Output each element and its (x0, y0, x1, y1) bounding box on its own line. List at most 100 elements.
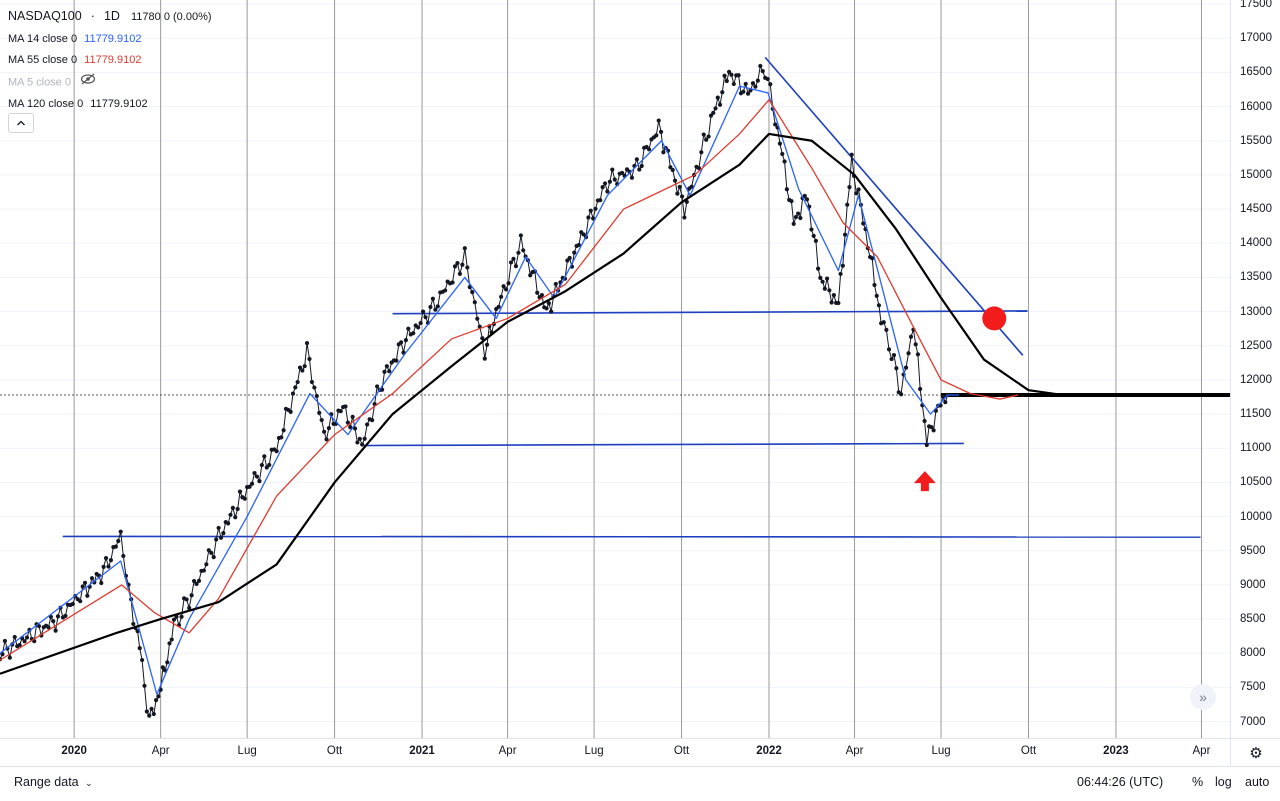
price-point (216, 525, 221, 531)
price-axis[interactable] (1230, 0, 1280, 738)
price-point (352, 426, 358, 431)
price-point (913, 342, 918, 347)
price-point (824, 276, 830, 281)
range-data-dropdown[interactable]: Range data ⌄ (14, 775, 93, 789)
price-point (831, 292, 836, 298)
price-point (370, 418, 375, 423)
time-tick-label: Apr (498, 745, 517, 757)
price-point (773, 122, 778, 127)
time-tick-label: Lug (237, 745, 257, 757)
legend-indicator-ma14[interactable]: MA 14 close 0 11779.9102 (8, 29, 212, 51)
price-point (382, 369, 387, 374)
legend-indicator-ma5[interactable]: MA 5 close 0 (8, 72, 212, 94)
price-point (46, 625, 51, 630)
price-point (539, 293, 544, 298)
price-point (639, 163, 644, 169)
price-point (338, 409, 343, 414)
indicator-value: 11779.9102 (90, 97, 148, 110)
price-point (679, 194, 685, 199)
price-point (350, 414, 355, 419)
price-point (854, 191, 859, 196)
chart-settings-button[interactable]: ⚙ (1230, 738, 1280, 767)
price-point (221, 531, 226, 536)
price-point (290, 391, 296, 396)
price-chart[interactable] (0, 0, 1230, 738)
price-point (233, 515, 238, 520)
price-point (295, 379, 300, 385)
legend-symbol[interactable]: NASDAQ100 (8, 9, 82, 23)
price-tick-label: 17500 (1240, 0, 1272, 11)
price-point (506, 281, 511, 286)
price-point (670, 167, 675, 173)
price-point (204, 562, 209, 567)
indicator-value: 11779.9102 (84, 54, 142, 66)
price-point (729, 72, 734, 77)
time-tick-label: 2020 (61, 745, 87, 757)
price-tick-label: 15000 (1240, 168, 1272, 181)
price-point (741, 89, 746, 94)
indicator-value: 11779.9102 (84, 32, 142, 45)
price-point (726, 69, 732, 74)
price-point (899, 392, 904, 397)
price-point (654, 133, 659, 138)
log-scale-toggle[interactable]: log (1215, 775, 1232, 789)
price-point (326, 426, 331, 431)
price-point (267, 462, 272, 468)
price-point (598, 198, 603, 203)
price-point (745, 91, 751, 96)
price-tick-label: 16500 (1240, 66, 1272, 79)
price-point (886, 347, 892, 352)
price-point (103, 556, 109, 561)
price-point (2, 638, 8, 644)
legend-collapse-button[interactable] (8, 113, 34, 133)
price-point (708, 113, 714, 118)
price-point (849, 152, 854, 157)
price-point (818, 275, 823, 280)
time-axis[interactable] (0, 738, 1230, 767)
price-point (12, 634, 17, 640)
price-point (856, 187, 861, 192)
price-tick-label: 13000 (1240, 305, 1272, 318)
time-display[interactable]: 06:44:26 (UTC) (1077, 775, 1164, 789)
indicator-label: MA 55 close 0 (8, 54, 78, 66)
price-point (777, 141, 783, 146)
price-point (106, 564, 111, 569)
price-point (804, 197, 810, 202)
price-point (116, 538, 121, 544)
price-point (470, 290, 475, 295)
legend-interval[interactable]: 1D (103, 9, 120, 23)
price-point (262, 454, 267, 459)
legend-symbol-row[interactable]: NASDAQ100 · 1D 11780 0 (0.00%) (8, 9, 212, 23)
price-point (784, 187, 789, 192)
price-point (484, 342, 490, 347)
price-point (931, 428, 936, 433)
price-point (465, 265, 470, 270)
trendline (62, 535, 1201, 538)
price-point (457, 271, 463, 276)
price-point (242, 496, 247, 501)
percent-scale-toggle[interactable]: % (1192, 775, 1204, 789)
price-point (194, 581, 199, 587)
price-point (511, 256, 516, 261)
price-point (82, 580, 88, 585)
legend-indicator-ma120[interactable]: MA 120 close 0 11779.9102 (8, 94, 212, 116)
price-point (137, 646, 142, 651)
auto-scale-toggle[interactable]: auto (1245, 775, 1270, 789)
price-point (827, 288, 832, 293)
series (0, 63, 1077, 718)
double-chevron-right-icon: » (1199, 689, 1207, 705)
price-point (720, 90, 725, 95)
time-tick-label: Lug (584, 745, 604, 757)
legend-indicator-ma55[interactable]: MA 55 close 0 11779.9102 (8, 50, 212, 72)
price-point (259, 462, 264, 468)
scroll-to-realtime-button[interactable]: » (1190, 684, 1216, 710)
price-point (915, 352, 921, 357)
price-point (214, 537, 219, 542)
price-point (435, 304, 440, 309)
price-point (22, 639, 27, 644)
price-point (717, 102, 723, 107)
eye-hidden-icon[interactable] (80, 72, 96, 94)
price-point (288, 409, 293, 415)
price-point (602, 181, 608, 186)
chart-plot-area[interactable]: NASDAQ100 · 1D 11780 0 (0.00%) MA 14 clo… (0, 0, 1230, 738)
